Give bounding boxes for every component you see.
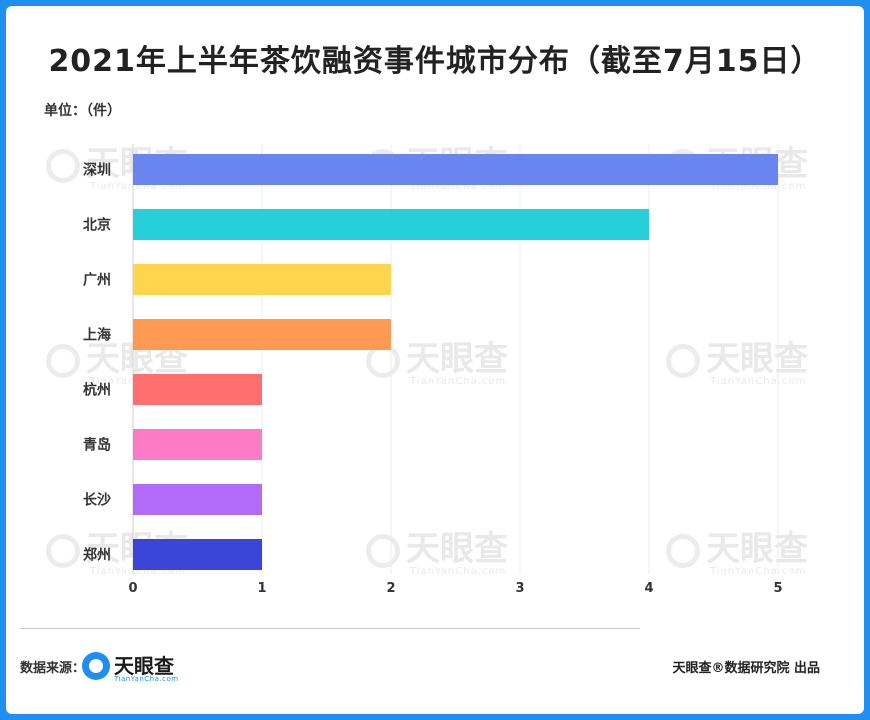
category-label: 深圳 [83,162,111,179]
category-label: 长沙 [83,492,111,509]
watermark-logo-icon [46,533,80,568]
x-tick-label: 0 [128,581,137,596]
category-label: 青岛 [83,437,111,454]
watermark-sub: TianYanCha.com [710,566,807,577]
watermark-sub: TianYanCha.com [710,376,807,387]
watermark-logo-icon [366,533,400,568]
bar [133,319,391,350]
watermark-sub: TianYanCha.com [90,181,187,192]
x-tick-label: 1 [257,581,266,596]
watermark-name: 天眼查 [406,529,508,569]
watermark-name: 天眼查 [706,529,808,569]
watermark-logo-icon [46,148,80,183]
category-label: 上海 [83,327,111,344]
watermark-sub: TianYanCha.com [710,181,807,192]
watermark-sub: TianYanCha.com [410,376,507,387]
bar [133,429,262,460]
bar [133,539,262,570]
bar [133,154,778,185]
category-label: 杭州 [83,382,111,399]
logo-sub: TianYanCha.com [114,675,179,683]
bar [133,209,649,240]
category-label: 郑州 [83,547,111,564]
bar [133,374,262,405]
watermark-logo-icon [666,343,700,378]
x-tick-label: 5 [773,581,782,596]
logo-icon [82,652,110,680]
watermark-sub: TianYanCha.com [410,181,507,192]
watermark-sub: TianYanCha.com [410,566,507,577]
source-label: 数据来源： [20,661,86,676]
bar [133,484,262,515]
unit-label: 单位：（件） [44,103,121,119]
watermark-logo-icon [46,343,80,378]
x-tick-label: 4 [644,581,653,596]
category-label: 广州 [83,272,111,289]
footer-divider [20,628,640,629]
category-label: 北京 [83,217,111,234]
x-tick-label: 2 [386,581,395,596]
x-tick-label: 3 [515,581,524,596]
watermark-sub: TianYanCha.com [90,566,187,577]
bar [133,264,391,295]
watermark-name: 天眼查 [406,339,508,379]
watermark-name: 天眼查 [706,339,808,379]
watermark-logo-icon [666,533,700,568]
logo-name: 天眼查 [114,654,174,678]
chart-title: 2021年上半年茶饮融资事件城市分布（截至7月15日） [48,44,822,79]
tianyancha-logo: 天眼查 TianYanCha.com [82,648,192,688]
credit-text: 天眼查®数据研究院 出品 [672,661,820,676]
